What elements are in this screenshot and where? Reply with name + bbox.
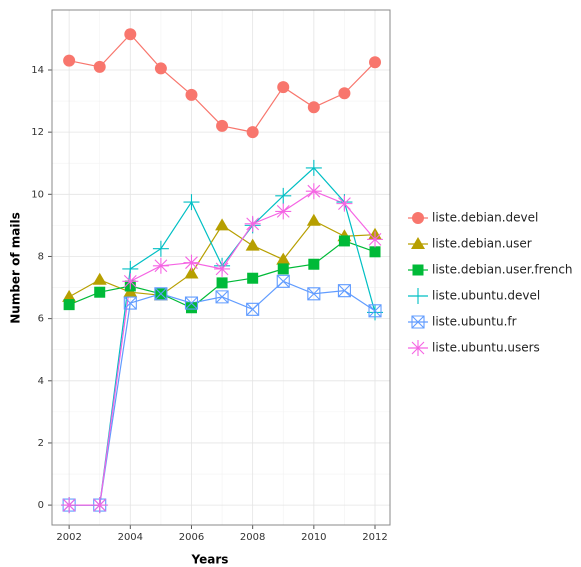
marker (246, 126, 259, 139)
x-tick-label: 2004 (118, 532, 143, 543)
marker (368, 304, 382, 318)
marker (337, 284, 351, 298)
marker (93, 60, 106, 73)
legend-label: liste.debian.user.french (432, 263, 573, 277)
marker (94, 286, 106, 298)
marker (367, 304, 384, 321)
x-tick-label: 2002 (56, 532, 81, 543)
legend-label: liste.ubuntu.users (432, 341, 540, 355)
marker (62, 289, 77, 302)
x-tick-label: 2010 (301, 532, 326, 543)
marker (305, 183, 322, 200)
marker (185, 88, 198, 101)
marker (369, 56, 382, 69)
x-tick-label: 2012 (362, 532, 387, 543)
marker (275, 203, 292, 220)
y-tick-label: 2 (38, 438, 44, 449)
marker (367, 231, 384, 248)
marker (61, 497, 78, 514)
marker (216, 119, 229, 132)
legend-key-marker (411, 237, 425, 249)
marker (152, 257, 169, 274)
marker (184, 296, 199, 310)
marker (91, 497, 108, 514)
marker (247, 272, 259, 284)
marker (307, 287, 321, 301)
x-tick-label: 2006 (179, 532, 204, 543)
y-tick-label: 14 (31, 65, 44, 76)
marker (305, 159, 322, 176)
marker (184, 266, 199, 279)
marker (276, 274, 290, 288)
legend-key-marker (411, 315, 425, 329)
y-tick-label: 12 (31, 127, 44, 138)
marker (244, 215, 261, 232)
y-tick-label: 10 (31, 189, 44, 200)
marker (183, 194, 200, 211)
marker (154, 287, 168, 301)
marker (183, 254, 200, 271)
marker (63, 54, 76, 67)
marker (122, 273, 139, 290)
legend-label: liste.ubuntu.fr (432, 315, 517, 329)
marker (63, 299, 75, 311)
marker (277, 81, 290, 94)
x-tick-label: 2008 (240, 532, 265, 543)
marker (216, 277, 228, 289)
marker (92, 272, 107, 285)
legend-key-marker (410, 288, 426, 304)
marker (338, 87, 351, 100)
marker (245, 238, 260, 251)
marker (215, 218, 230, 231)
legend-key-marker (412, 264, 424, 276)
y-tick-label: 6 (38, 314, 44, 325)
marker (214, 260, 231, 277)
marker (276, 252, 291, 265)
y-tick-label: 4 (38, 376, 44, 387)
legend-key-marker (412, 212, 424, 224)
marker (275, 187, 292, 204)
marker (154, 62, 167, 75)
marker (277, 263, 289, 275)
y-tick-label: 0 (38, 500, 44, 511)
x-axis-title: Years (191, 553, 229, 567)
marker (124, 28, 137, 41)
marker (307, 101, 320, 114)
marker (246, 302, 260, 316)
legend-label: liste.ubuntu.devel (432, 289, 540, 303)
legend-label: liste.debian.devel (432, 211, 538, 225)
marker (338, 235, 350, 247)
marker (215, 290, 229, 304)
marker (336, 195, 353, 212)
legend-label: liste.debian.user (432, 237, 532, 251)
marker (123, 296, 137, 310)
y-tick-label: 8 (38, 251, 44, 262)
marker (369, 246, 381, 258)
marker (185, 302, 197, 314)
marker (306, 213, 321, 226)
marker (308, 258, 320, 270)
marker (152, 240, 169, 257)
legend-key-marker (410, 340, 426, 356)
plot-border (51, 9, 391, 526)
y-axis-title: Number of mails (9, 212, 23, 324)
